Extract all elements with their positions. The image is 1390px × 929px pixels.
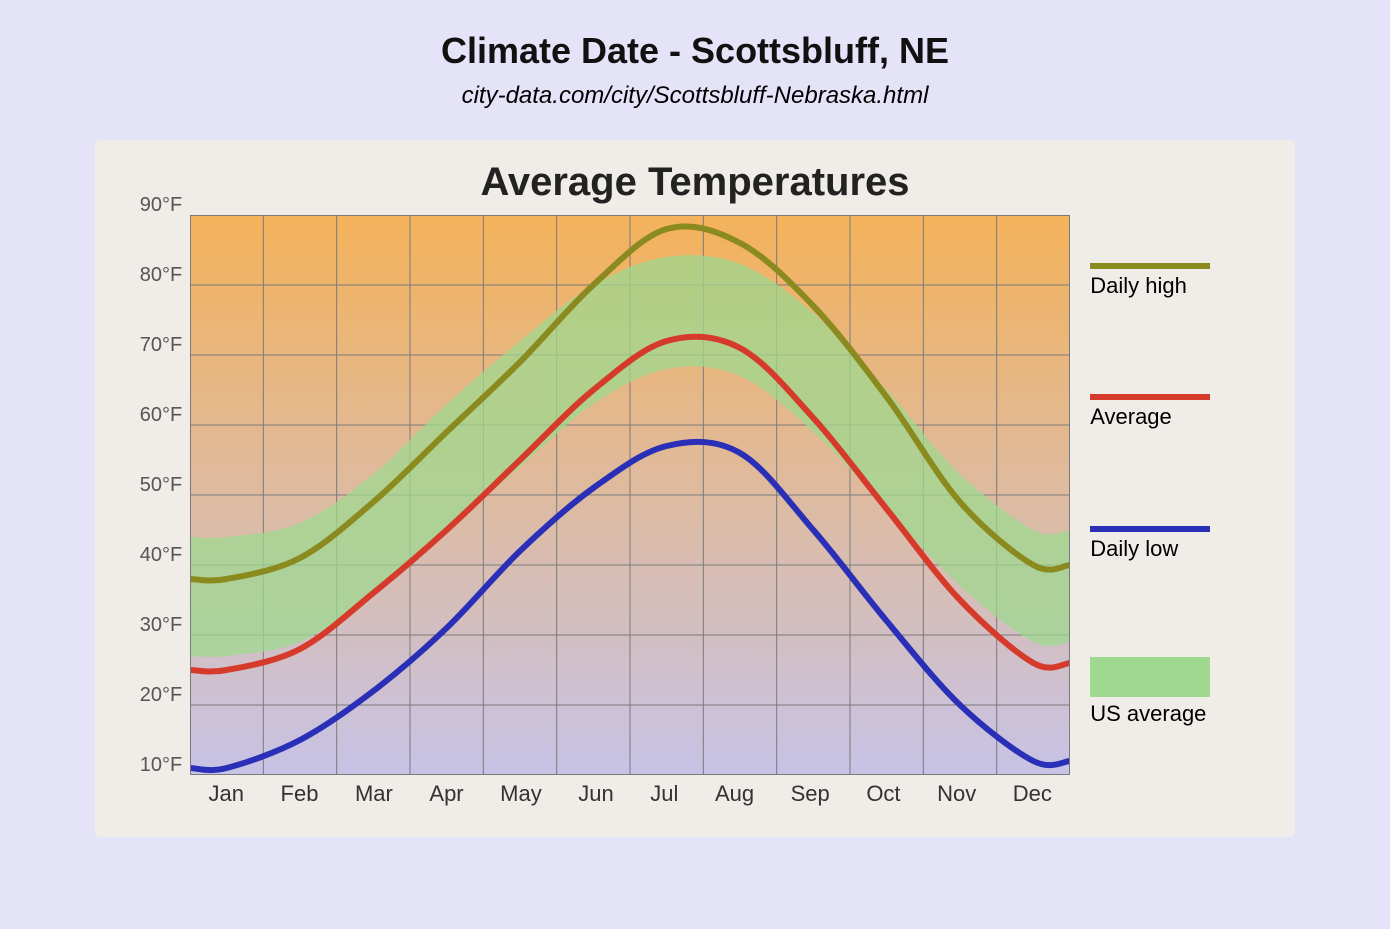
x-tick-label: Jan (209, 781, 244, 807)
x-tick-label: Aug (715, 781, 754, 807)
x-tick-label: Feb (281, 781, 319, 807)
x-tick-label: Jun (578, 781, 613, 807)
chart-card: Average Temperatures 90°F80°F70°F60°F50°… (95, 140, 1295, 837)
legend-item: Average (1090, 394, 1210, 430)
legend-item: US average (1090, 657, 1210, 727)
legend-label: Daily low (1090, 536, 1178, 562)
x-tick-label: Nov (937, 781, 976, 807)
chart-title: Average Temperatures (115, 160, 1275, 205)
x-tick-label: May (500, 781, 542, 807)
legend-item: Daily high (1090, 263, 1210, 299)
page-title: Climate Date - Scottsbluff, NE (0, 30, 1390, 72)
x-tick-label: Apr (429, 781, 463, 807)
chart-svg (190, 215, 1070, 775)
legend-item: Daily low (1090, 526, 1210, 562)
x-tick-label: Oct (866, 781, 900, 807)
x-tick-label: Mar (355, 781, 393, 807)
legend-label: Daily high (1090, 273, 1187, 299)
legend: Daily high Average Daily low US average (1070, 215, 1250, 775)
legend-swatch-box (1090, 657, 1210, 697)
chart-row: 90°F80°F70°F60°F50°F40°F30°F20°F10°F Jan… (115, 215, 1275, 807)
plot-column: Jan Feb Mar Apr May Jun Jul Aug Sep Oct Nov Dec (190, 215, 1070, 807)
x-tick-label: Dec (1013, 781, 1052, 807)
legend-swatch-line (1090, 394, 1210, 400)
legend-swatch-line (1090, 263, 1210, 269)
legend-swatch-line (1090, 526, 1210, 532)
x-tick-label: Jul (650, 781, 678, 807)
x-tick-label: Sep (791, 781, 830, 807)
plot-area (190, 215, 1070, 775)
legend-label: US average (1090, 701, 1206, 727)
legend-label: Average (1090, 404, 1172, 430)
page: Climate Date - Scottsbluff, NE city-data… (0, 0, 1390, 929)
x-axis: Jan Feb Mar Apr May Jun Jul Aug Sep Oct Nov Dec (190, 775, 1070, 807)
page-subtitle: city-data.com/city/Scottsbluff-Nebraska.… (0, 82, 1390, 110)
y-axis: 90°F80°F70°F60°F50°F40°F30°F20°F10°F (140, 215, 190, 775)
